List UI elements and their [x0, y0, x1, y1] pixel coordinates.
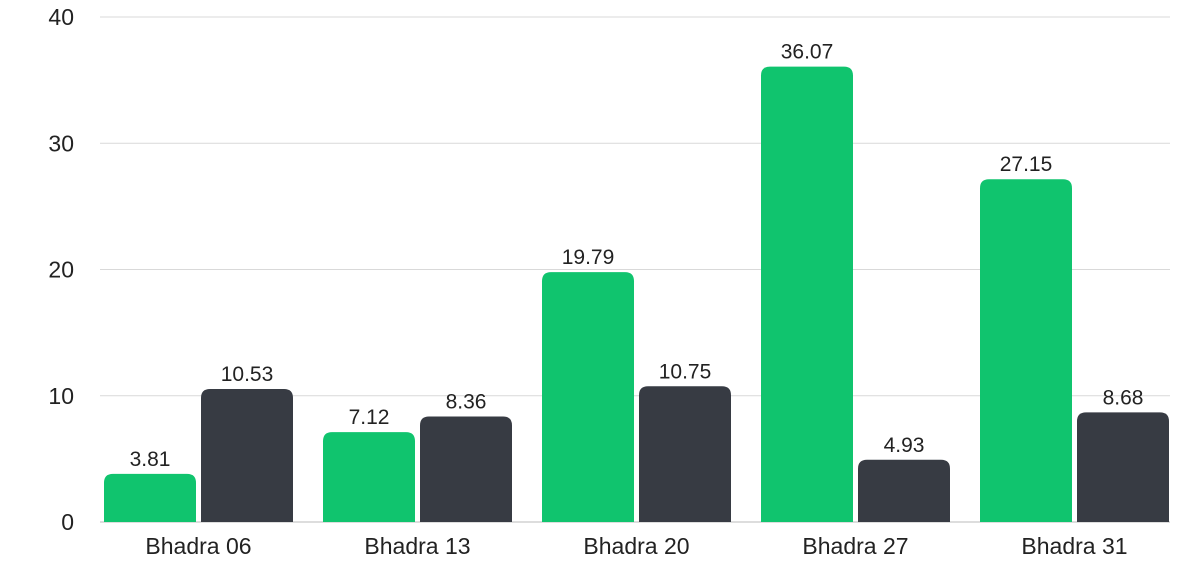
x-tick-label: Bhadra 06: [145, 533, 251, 559]
bar-series1: [980, 179, 1072, 522]
bar-series2: [420, 416, 512, 522]
x-tick-label: Bhadra 20: [583, 533, 689, 559]
bar-series1: [761, 66, 853, 523]
bar-series2: [858, 459, 950, 522]
y-tick-label: 40: [48, 4, 74, 30]
bar-series1: [542, 272, 634, 522]
bar-series1: [323, 432, 415, 522]
data-label: 7.12: [349, 406, 390, 429]
x-tick-label: Bhadra 31: [1021, 533, 1127, 559]
bar-series2: [201, 389, 293, 522]
data-label: 36.07: [781, 41, 834, 64]
data-label: 4.93: [884, 434, 925, 457]
data-label: 10.53: [221, 363, 274, 386]
data-label: 8.36: [446, 390, 487, 413]
y-tick-label: 30: [48, 130, 74, 156]
data-label: 19.79: [562, 246, 615, 269]
data-label: 8.68: [1103, 386, 1144, 409]
bar-series2: [639, 386, 731, 522]
bar-series1: [104, 473, 196, 522]
data-label: 27.15: [1000, 153, 1053, 176]
data-label: 10.75: [659, 360, 712, 383]
x-tick-label: Bhadra 13: [364, 533, 470, 559]
y-tick-label: 0: [61, 509, 74, 535]
bar-series2: [1077, 412, 1169, 522]
y-tick-label: 10: [48, 383, 74, 409]
data-label: 3.81: [130, 448, 171, 471]
x-tick-label: Bhadra 27: [802, 533, 908, 559]
y-tick-label: 20: [48, 257, 74, 283]
